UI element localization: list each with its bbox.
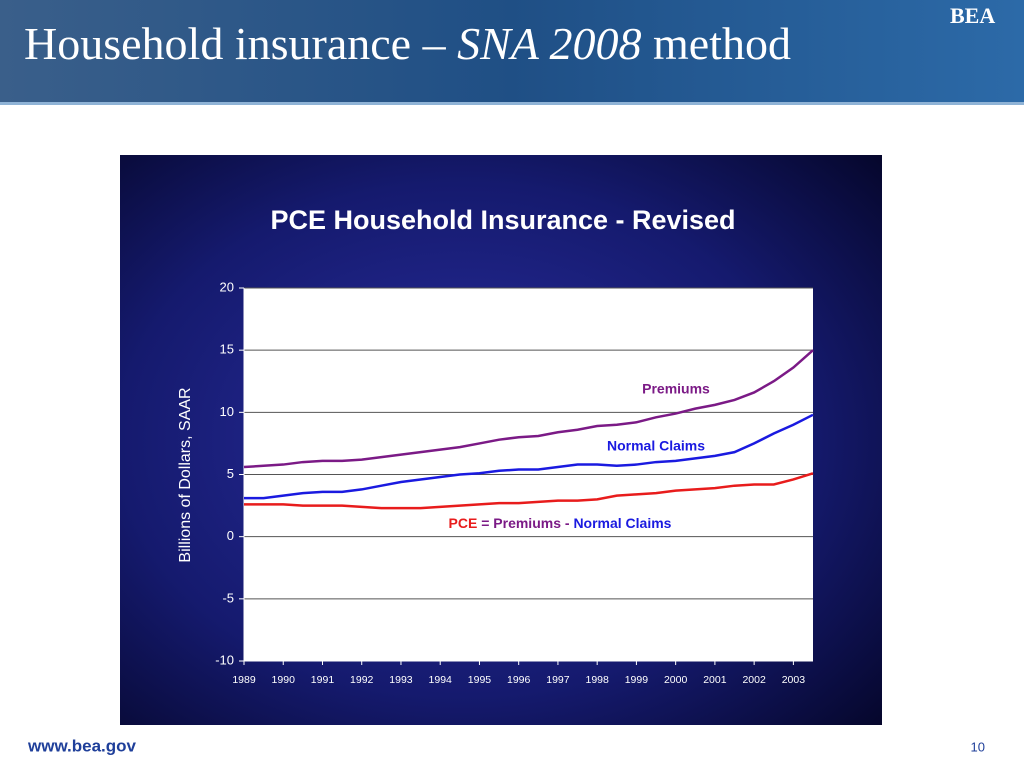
annotation-part: Premiums xyxy=(493,515,561,531)
x-tick-label: 1990 xyxy=(272,674,296,686)
y-axis-label: Billions of Dollars, SAAR xyxy=(177,387,194,562)
page-number: 10 xyxy=(971,739,985,754)
series-label: Premiums xyxy=(642,381,710,397)
y-tick-label: -5 xyxy=(222,590,234,605)
header-rule xyxy=(0,102,1024,105)
annotation-part: PCE xyxy=(449,515,478,531)
y-tick-label: 5 xyxy=(227,466,234,481)
series-label: Normal Claims xyxy=(607,438,705,454)
y-tick-label: -10 xyxy=(215,652,234,667)
chart-title: PCE Household Insurance - Revised xyxy=(270,205,735,235)
y-tick-label: 10 xyxy=(220,404,234,419)
x-tick-label: 1991 xyxy=(311,674,335,686)
x-tick-label: 1995 xyxy=(468,674,492,686)
logo: BEA xyxy=(950,3,995,28)
x-tick-label: 2001 xyxy=(703,674,727,686)
x-tick-label: 1999 xyxy=(625,674,649,686)
x-tick-label: 1996 xyxy=(507,674,531,686)
slide-title: Household insurance – SNA 2008 method xyxy=(24,18,791,69)
series-line xyxy=(243,349,814,469)
x-tick-label: 2003 xyxy=(782,674,806,686)
x-tick-label: 1997 xyxy=(546,674,570,686)
footer-url: www.bea.gov xyxy=(27,736,137,755)
series-line xyxy=(244,413,814,500)
annotation: PCE = Premiums - Normal Claims xyxy=(449,515,672,531)
x-tick-label: 1989 xyxy=(232,674,256,686)
annotation-part: - xyxy=(561,515,573,531)
series-line xyxy=(244,472,814,510)
y-tick-label: 15 xyxy=(220,342,234,357)
x-tick-label: 1998 xyxy=(585,674,609,686)
y-tick-label: 0 xyxy=(227,528,234,543)
header-band xyxy=(0,0,1024,105)
x-tick-label: 1992 xyxy=(350,674,374,686)
annotation-part: = xyxy=(477,515,493,531)
x-tick-label: 2002 xyxy=(742,674,766,686)
annotation-part: Normal Claims xyxy=(573,515,671,531)
x-tick-label: 2000 xyxy=(664,674,688,686)
x-tick-label: 1993 xyxy=(389,674,413,686)
y-tick-label: 20 xyxy=(220,279,234,294)
x-tick-label: 1994 xyxy=(429,674,453,686)
